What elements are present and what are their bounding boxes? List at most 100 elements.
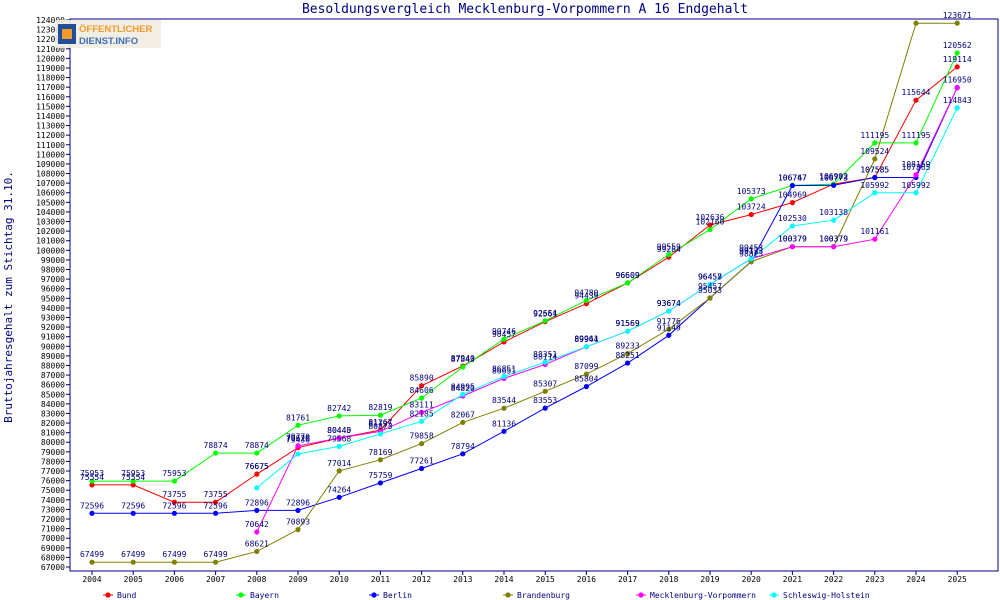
- y-tick-label: 71000: [41, 525, 65, 534]
- y-tick-label: 94000: [41, 304, 65, 313]
- data-point: [707, 226, 713, 233]
- x-tick-label: 2025: [948, 575, 967, 584]
- data-point: [171, 510, 177, 516]
- data-label: 99284: [657, 245, 681, 254]
- logo-icon-accent: [62, 29, 72, 39]
- y-tick-label: 69000: [41, 544, 65, 553]
- data-label: 67499: [80, 550, 104, 559]
- data-label: 105373: [737, 187, 766, 196]
- data-point: [89, 510, 95, 516]
- data-point: [377, 431, 383, 437]
- data-point: [831, 182, 837, 188]
- data-point: [419, 465, 425, 472]
- data-point: [872, 236, 878, 242]
- data-label: 111195: [860, 131, 889, 140]
- y-tick-label: 118000: [36, 74, 65, 83]
- data-label: 78169: [368, 448, 392, 457]
- data-label: 72596: [204, 501, 228, 510]
- y-tick-label: 83000: [41, 409, 65, 418]
- data-label: 99559: [657, 243, 681, 252]
- logo-text-line2: DIENST.INFO: [79, 36, 138, 47]
- legend-label: Mecklenburg-Vorpommern: [650, 591, 756, 600]
- series-line: [256, 87, 958, 533]
- data-label: 80873: [368, 422, 392, 431]
- y-tick-label: 110000: [36, 150, 65, 159]
- data-point: [748, 196, 754, 202]
- data-label: 105992: [860, 181, 889, 190]
- data-point: [254, 507, 260, 514]
- data-label: 88114: [533, 352, 557, 361]
- data-point: [460, 419, 466, 426]
- y-tick-label: 114000: [36, 112, 65, 121]
- legend-marker: [638, 592, 644, 598]
- data-label: 77261: [410, 457, 434, 466]
- y-tick-label: 104000: [36, 208, 65, 217]
- data-label: 87843: [451, 355, 475, 364]
- data-label: 72896: [245, 498, 269, 507]
- legend: Bund Bayern Berlin Brandenburg Mecklenburg-V…: [103, 591, 870, 600]
- data-label: 94780: [574, 288, 598, 297]
- data-point: [419, 409, 425, 415]
- data-label: 100379: [819, 235, 848, 244]
- data-label: 85890: [410, 374, 434, 383]
- data-point: [872, 140, 878, 146]
- y-tick-label: 107000: [36, 179, 65, 188]
- data-point: [89, 559, 95, 565]
- data-point: [542, 388, 548, 394]
- data-point: [377, 457, 383, 463]
- x-tick-label: 2019: [700, 575, 719, 584]
- data-label: 82742: [327, 404, 351, 413]
- data-point: [460, 451, 466, 457]
- data-point: [295, 422, 301, 428]
- data-label: 107585: [860, 166, 889, 175]
- data-point: [913, 140, 919, 146]
- data-label: 95033: [698, 286, 722, 295]
- y-tick-label: 87000: [41, 371, 65, 380]
- data-label: 101161: [860, 227, 889, 236]
- x-tick-label: 2005: [124, 575, 143, 584]
- x-tick-label: 2010: [330, 575, 349, 584]
- data-label: 79436: [286, 436, 310, 445]
- data-point: [213, 450, 219, 456]
- data-point: [130, 478, 136, 484]
- data-label: 81136: [492, 419, 516, 428]
- data-point: [213, 510, 219, 516]
- data-point: [789, 223, 796, 229]
- data-point: [913, 97, 919, 103]
- data-label: 76675: [245, 462, 269, 471]
- data-label: 87940: [451, 354, 475, 363]
- y-tick-label: 111000: [36, 141, 65, 150]
- y-tick-label: 67000: [41, 563, 65, 572]
- data-label: 75759: [368, 471, 392, 480]
- data-label: 90746: [492, 327, 516, 336]
- series-line: [92, 66, 958, 503]
- data-point: [501, 373, 507, 380]
- data-point: [625, 351, 631, 357]
- legend-marker: [238, 592, 244, 598]
- data-label: 107865: [902, 163, 931, 172]
- data-label: 72896: [286, 498, 310, 507]
- y-tick-label: 105000: [36, 198, 65, 207]
- x-tick-label: 2021: [783, 575, 802, 584]
- data-label: 96458: [698, 272, 722, 281]
- data-point: [171, 559, 177, 565]
- data-label: 109524: [860, 147, 889, 156]
- data-label: 80440: [327, 426, 351, 435]
- data-point: [872, 174, 878, 181]
- data-point: [295, 451, 301, 457]
- legend-marker: [371, 592, 377, 598]
- data-point: [130, 559, 136, 565]
- x-tick-label: 2007: [206, 575, 225, 584]
- data-label: 89233: [616, 342, 640, 351]
- data-point: [913, 190, 919, 196]
- x-tick-label: 2022: [824, 575, 843, 584]
- y-tick-label: 85000: [41, 390, 65, 399]
- data-label: 81267: [368, 418, 392, 427]
- y-tick-label: 73000: [41, 505, 65, 514]
- data-label: 83553: [533, 396, 557, 405]
- data-point: [542, 359, 548, 365]
- data-label: 119114: [943, 55, 972, 64]
- legend-marker: [771, 592, 777, 598]
- x-tick-label: 2009: [288, 575, 307, 584]
- y-tick-label: 120000: [36, 54, 65, 63]
